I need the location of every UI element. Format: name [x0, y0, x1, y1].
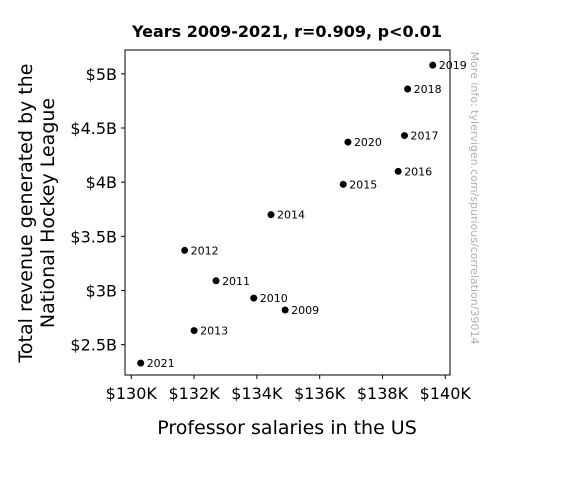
y-tick-label: $3B	[86, 282, 117, 301]
y-tick-label: $4.5B	[70, 119, 117, 138]
data-point-label-2013: 2013	[200, 325, 228, 338]
y-axis-label-line-1: Total revenue generated by the	[15, 64, 37, 364]
x-tick-label: $136K	[294, 384, 346, 403]
x-tick-label: $132K	[168, 384, 220, 403]
x-axis-ticks: $130K $132K $134K $136K $138K $140K	[106, 375, 472, 403]
watermark-text: More info: tylervigen.com/spurious/corre…	[468, 52, 481, 345]
x-tick-label: $138K	[357, 384, 409, 403]
data-point-label-2012: 2012	[191, 244, 219, 257]
data-point-label-2016: 2016	[404, 165, 432, 178]
data-point-2018	[404, 85, 412, 93]
data-point-label-2019: 2019	[439, 59, 467, 72]
data-point-2011	[212, 277, 220, 285]
data-point-2012	[181, 246, 189, 254]
data-point-label-2017: 2017	[410, 130, 438, 143]
data-point-label-2021: 2021	[147, 357, 175, 370]
x-tick-label: $140K	[420, 384, 472, 403]
plot-frame	[124, 49, 451, 376]
chart-title: Years 2009-2021, r=0.909, p<0.01	[131, 22, 442, 41]
y-tick-label: $5B	[86, 65, 117, 84]
data-point-2020	[344, 138, 352, 146]
data-point-label-2011: 2011	[222, 275, 250, 288]
data-point-label-2015: 2015	[349, 178, 377, 191]
data-point-label-2010: 2010	[260, 292, 288, 305]
data-point-label-2018: 2018	[414, 83, 442, 96]
y-tick-label: $3.5B	[70, 227, 117, 246]
data-point-2010	[250, 294, 258, 302]
data-point-label-2020: 2020	[354, 136, 382, 149]
data-point-2016	[394, 167, 402, 175]
y-tick-label: $2.5B	[70, 336, 117, 355]
watermark: More info: tylervigen.com/spurious/corre…	[468, 52, 481, 345]
x-tick-label: $134K	[231, 384, 283, 403]
y-axis-label-line-2: National Hockey League	[37, 98, 59, 328]
data-point-2013	[190, 327, 198, 335]
data-point-2015	[339, 180, 347, 188]
data-point-2019	[429, 61, 437, 69]
data-point-2021	[137, 359, 145, 367]
data-point-2017	[400, 132, 408, 140]
data-point-2009	[281, 306, 289, 314]
y-axis-ticks: $2.5B $3B $3.5B $4B $4.5B $5B	[70, 65, 125, 355]
data-point-label-2014: 2014	[277, 209, 305, 222]
x-tick-label: $130K	[106, 384, 158, 403]
data-point-label-2009: 2009	[291, 304, 319, 317]
x-axis-label: Professor salaries in the US	[157, 417, 417, 439]
y-tick-label: $4B	[86, 173, 117, 192]
y-axis-label: Total revenue generated by the National …	[15, 64, 59, 364]
data-point-2014	[267, 211, 275, 219]
